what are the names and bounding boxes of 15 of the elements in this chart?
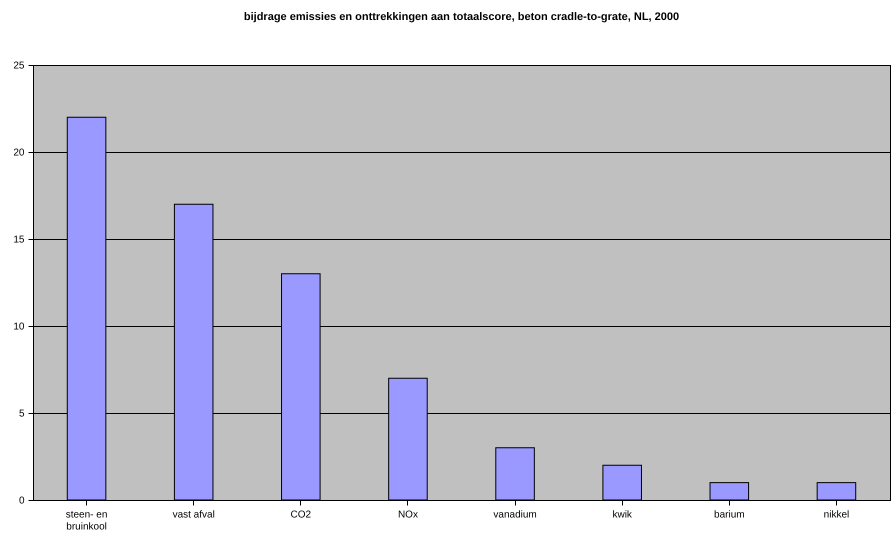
x-tick-label: nikkel (824, 510, 850, 520)
y-tick-label: 20 (13, 148, 25, 158)
y-tick-label: 25 (13, 60, 25, 72)
y-tick-label: 5 (18, 408, 25, 420)
chart-title: bijdrage emissies en onttrekkingen aan totaalscore, beton cradle-to-grate, NL, 2000 (244, 11, 680, 23)
x-tick-label: barium (714, 510, 745, 520)
x-tick-label: vanadium (493, 510, 537, 520)
y-tick-label: 0 (18, 496, 25, 506)
x-tick-label: CO2 (290, 510, 312, 520)
y-tick-label: 10 (13, 322, 25, 332)
x-tick-label: kwik (612, 510, 633, 520)
x-tick-label: vast afval (172, 510, 215, 520)
y-tick-label: 15 (13, 234, 25, 246)
x-tick-label: steen- en bruinkool (66, 510, 108, 532)
x-tick-label: NOx (398, 510, 418, 520)
